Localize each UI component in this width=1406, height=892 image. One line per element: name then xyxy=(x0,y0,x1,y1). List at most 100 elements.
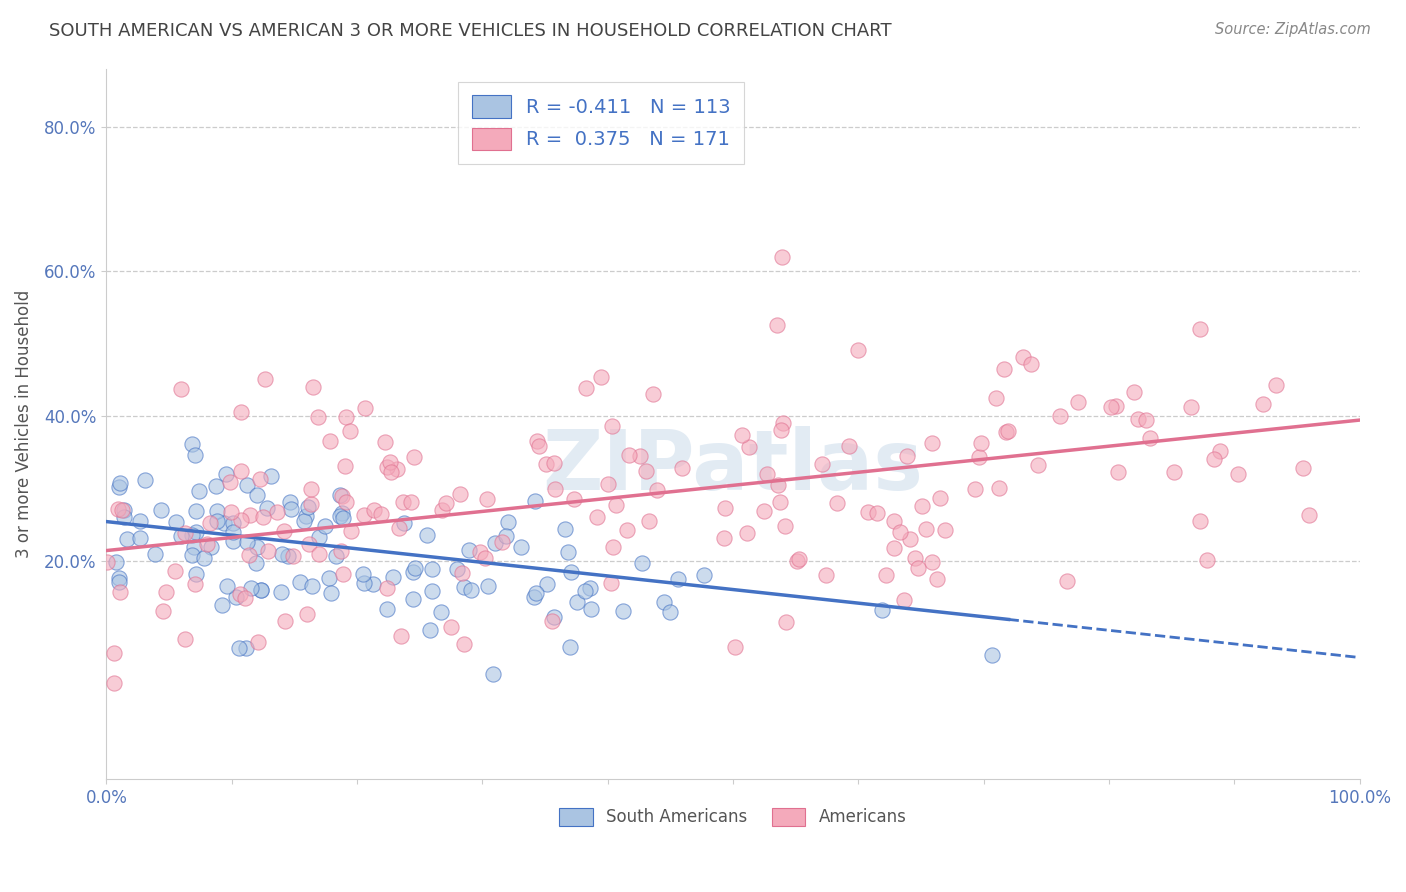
Point xyxy=(654,595,676,609)
Point xyxy=(1139,431,1161,445)
Point xyxy=(756,467,779,482)
Point xyxy=(575,381,598,395)
Point xyxy=(419,623,441,637)
Point xyxy=(335,410,357,425)
Point xyxy=(299,482,322,496)
Point xyxy=(770,250,793,264)
Point xyxy=(252,510,274,524)
Point xyxy=(439,620,461,634)
Point xyxy=(307,410,329,425)
Point xyxy=(187,483,209,498)
Point xyxy=(1056,574,1078,588)
Point xyxy=(260,468,283,483)
Point xyxy=(278,495,301,509)
Point xyxy=(298,537,321,551)
Point xyxy=(616,524,638,538)
Point xyxy=(399,494,422,508)
Point xyxy=(180,548,202,562)
Point xyxy=(222,516,245,530)
Point xyxy=(183,448,205,462)
Point xyxy=(381,570,404,584)
Point xyxy=(536,457,558,471)
Point xyxy=(112,502,135,516)
Point xyxy=(280,502,302,516)
Point xyxy=(988,482,1011,496)
Point xyxy=(846,343,869,357)
Point xyxy=(1019,357,1042,371)
Point xyxy=(173,526,195,541)
Point xyxy=(420,562,443,576)
Point xyxy=(231,512,253,526)
Point xyxy=(915,522,938,536)
Point xyxy=(299,497,322,511)
Point xyxy=(363,503,385,517)
Point xyxy=(231,405,253,419)
Point xyxy=(993,362,1015,376)
Point xyxy=(815,568,838,582)
Point xyxy=(460,582,482,597)
Point xyxy=(446,562,468,576)
Point xyxy=(554,522,576,536)
Point xyxy=(581,602,603,616)
Point xyxy=(645,483,668,497)
Point xyxy=(586,510,609,524)
Point xyxy=(353,508,375,522)
Point xyxy=(1049,409,1071,423)
Point xyxy=(394,516,416,531)
Point xyxy=(155,585,177,599)
Point xyxy=(737,441,759,455)
Point xyxy=(416,528,439,542)
Point xyxy=(173,632,195,647)
Point xyxy=(277,549,299,563)
Point xyxy=(498,516,520,530)
Point xyxy=(200,540,222,554)
Point xyxy=(773,519,796,533)
Point xyxy=(388,521,411,535)
Y-axis label: 3 or more Vehicles in Household: 3 or more Vehicles in Household xyxy=(15,290,32,558)
Point xyxy=(295,607,318,622)
Point xyxy=(900,532,922,546)
Point xyxy=(314,519,336,533)
Point xyxy=(617,448,640,462)
Point xyxy=(579,581,602,595)
Text: SOUTH AMERICAN VS AMERICAN 3 OR MORE VEHICLES IN HOUSEHOLD CORRELATION CHART: SOUTH AMERICAN VS AMERICAN 3 OR MORE VEH… xyxy=(49,22,891,40)
Point xyxy=(491,535,513,549)
Point xyxy=(254,372,277,386)
Point xyxy=(529,439,551,453)
Point xyxy=(256,500,278,515)
Point xyxy=(600,419,623,434)
Point xyxy=(921,555,943,569)
Point xyxy=(1067,394,1090,409)
Point xyxy=(222,524,245,539)
Point xyxy=(475,492,498,507)
Point xyxy=(893,593,915,607)
Point xyxy=(1189,514,1212,528)
Point xyxy=(995,425,1018,439)
Point xyxy=(557,545,579,559)
Point xyxy=(997,424,1019,438)
Point xyxy=(184,524,207,539)
Point xyxy=(1107,465,1129,479)
Point xyxy=(112,510,135,524)
Point xyxy=(245,541,267,555)
Point xyxy=(658,606,681,620)
Point xyxy=(1180,400,1202,414)
Point xyxy=(404,561,426,575)
Point xyxy=(596,477,619,491)
Point xyxy=(420,584,443,599)
Point xyxy=(228,641,250,656)
Point xyxy=(295,509,318,524)
Point xyxy=(482,666,505,681)
Point xyxy=(724,640,747,655)
Point xyxy=(225,590,247,604)
Point xyxy=(524,586,547,600)
Point xyxy=(934,523,956,537)
Point xyxy=(628,449,651,463)
Point xyxy=(1135,413,1157,427)
Point xyxy=(245,557,267,571)
Point xyxy=(325,549,347,564)
Point xyxy=(221,533,243,548)
Point xyxy=(541,614,564,628)
Point xyxy=(766,478,789,492)
Point xyxy=(302,379,325,393)
